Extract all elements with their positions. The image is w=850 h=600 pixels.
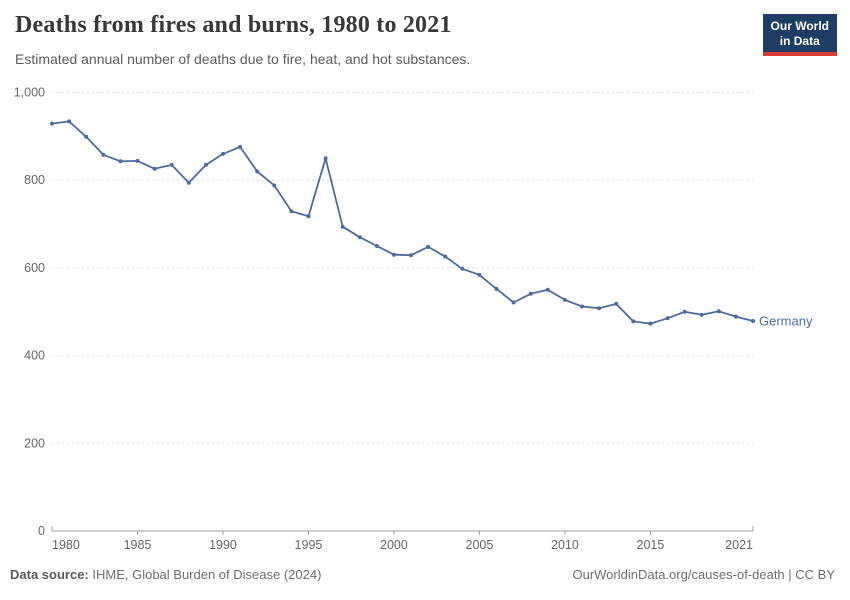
data-point-2019[interactable] [716,309,721,314]
data-point-2001[interactable] [409,253,413,258]
page-title: Deaths from fires and burns, 1980 to 202… [15,12,452,38]
data-point-2015[interactable] [648,321,653,326]
data-point-2006[interactable] [494,286,499,291]
data-point-1988[interactable] [186,180,191,185]
y-tick-label: 0 [38,524,45,538]
data-point-1985[interactable] [135,158,140,163]
owid-logo-line1: Our World [770,19,829,33]
x-tick-label: 1980 [52,538,80,552]
data-point-2020[interactable] [733,314,738,319]
y-tick-label: 400 [24,349,45,363]
data-source-text: IHME, Global Burden of Disease (2024) [88,567,322,582]
series-label-germany[interactable]: Germany [759,313,813,328]
data-point-2013[interactable] [614,301,619,306]
data-point-2000[interactable] [392,252,396,257]
data-point-1996[interactable] [323,156,328,161]
data-point-1998[interactable] [357,235,362,240]
owid-logo[interactable]: Our World in Data [762,14,837,56]
y-tick-label: 1,000 [14,86,45,100]
owid-logo-line2: in Data [779,34,820,48]
x-tick-label: 2010 [551,538,579,552]
data-source-label: Data source: [10,567,89,582]
data-point-1986[interactable] [152,166,157,171]
data-point-2014[interactable] [631,319,636,324]
y-tick-label: 800 [24,173,45,187]
data-point-1984[interactable] [118,159,123,164]
data-point-2021[interactable] [751,319,755,323]
x-tick-label: 1995 [295,538,323,552]
data-point-1995[interactable] [306,214,311,219]
data-point-2003[interactable] [443,254,448,259]
y-tick-label: 200 [24,436,45,450]
chart-footer: Data source: IHME, Global Burden of Dise… [10,567,835,582]
x-tick-label: 1990 [209,538,237,552]
data-point-2009[interactable] [545,287,550,292]
x-tick-label: 1985 [124,538,152,552]
data-point-1999[interactable] [374,244,379,248]
data-point-2016[interactable] [665,316,670,321]
data-point-1994[interactable] [289,209,294,214]
chart-subtitle: Estimated annual number of deaths due to… [15,51,471,67]
data-point-1989[interactable] [203,162,208,167]
data-point-1983[interactable] [101,152,106,157]
data-point-2012[interactable] [597,306,602,311]
data-point-2007[interactable] [511,300,516,305]
series-line-germany[interactable] [51,120,754,325]
x-tick-label: 2000 [380,538,408,552]
data-point-2002[interactable] [426,244,431,249]
credit-link[interactable]: OurWorldinData.org/causes-of-death | CC … [572,567,835,582]
data-point-2010[interactable] [562,297,567,302]
data-point-1980[interactable] [50,121,54,126]
data-point-2008[interactable] [528,291,533,296]
data-point-2018[interactable] [699,312,704,317]
data-point-1997[interactable] [340,224,345,229]
data-point-2005[interactable] [477,272,482,277]
data-point-1991[interactable] [238,144,243,149]
x-tick-label: 2005 [466,538,494,552]
data-source: Data source: IHME, Global Burden of Dise… [10,567,321,582]
data-point-1981[interactable] [67,119,72,124]
data-point-1992[interactable] [255,169,260,174]
data-point-1993[interactable] [272,183,277,188]
x-tick-label: 2015 [637,538,665,552]
data-point-2017[interactable] [682,309,687,314]
y-tick-label: 600 [24,261,45,275]
data-point-2011[interactable] [580,304,584,309]
data-point-1987[interactable] [169,162,174,167]
data-point-2004[interactable] [460,266,465,271]
x-tick-label: 2021 [725,538,753,552]
data-point-1982[interactable] [84,134,89,139]
data-point-1990[interactable] [221,151,225,156]
